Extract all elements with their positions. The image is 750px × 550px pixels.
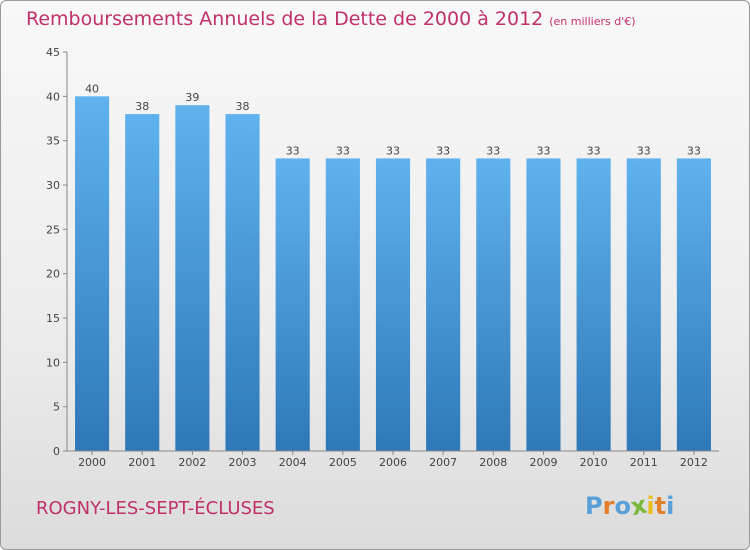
data-label-2006: 33: [386, 144, 400, 157]
y-tick-label: 45: [46, 46, 60, 59]
y-tick-label: 20: [46, 268, 60, 281]
bar-2008: [476, 158, 511, 451]
chart-subtitle: (en milliers d'€): [549, 15, 636, 28]
proxiti-logo: Proxiti: [585, 491, 675, 522]
bar-2003: [225, 114, 260, 452]
data-label-2007: 33: [436, 144, 450, 157]
data-label-2003: 38: [236, 100, 250, 113]
y-tick-label: 25: [46, 223, 60, 236]
bar-2005: [325, 158, 360, 451]
x-tick-label-2004: 2004: [279, 456, 307, 469]
logo-letter: r: [602, 492, 615, 520]
logo-letter: i: [646, 492, 655, 520]
bar-2010: [576, 158, 611, 451]
x-tick-label-2001: 2001: [128, 456, 156, 469]
y-tick-label: 0: [53, 445, 60, 458]
bar-2012: [676, 158, 711, 451]
data-label-2011: 33: [637, 144, 651, 157]
y-tick-label: 40: [46, 90, 60, 103]
y-tick-label: 5: [53, 401, 60, 414]
x-tick-label-2000: 2000: [78, 456, 106, 469]
bar-2002: [175, 105, 210, 451]
data-label-2009: 33: [536, 144, 550, 157]
x-tick-label-2006: 2006: [379, 456, 407, 469]
logo-letter: P: [585, 492, 603, 520]
bar-2009: [526, 158, 561, 451]
x-tick-label-2008: 2008: [479, 456, 507, 469]
logo-letter: t: [654, 492, 667, 520]
data-label-2005: 33: [336, 144, 350, 157]
x-tick-label-2002: 2002: [178, 456, 206, 469]
bar-2011: [626, 158, 661, 451]
data-label-2001: 38: [135, 100, 149, 113]
data-label-2000: 40: [85, 82, 99, 95]
bar-2006: [375, 158, 411, 451]
bar-2000: [75, 96, 110, 451]
data-label-2004: 33: [286, 144, 300, 157]
bar-2004: [275, 158, 310, 451]
data-label-2002: 39: [185, 91, 199, 104]
x-tick-label-2012: 2012: [680, 456, 708, 469]
y-tick-label: 30: [46, 179, 60, 192]
y-tick-label: 10: [46, 356, 60, 369]
bar-2001: [125, 114, 160, 452]
data-label-2010: 33: [587, 144, 601, 157]
logo-letter: o: [614, 492, 631, 520]
commune-name: ROGNY-LES-SEPT-ÉCLUSES: [36, 498, 275, 519]
y-tick-label: 15: [46, 312, 60, 325]
x-tick-label-2007: 2007: [429, 456, 457, 469]
x-tick-label-2009: 2009: [529, 456, 557, 469]
chart-title: Remboursements Annuels de la Dette de 20…: [26, 8, 636, 30]
bar-2007: [426, 158, 461, 451]
x-tick-label-2010: 2010: [580, 456, 608, 469]
data-label-2012: 33: [687, 144, 701, 157]
x-tick-label-2011: 2011: [630, 456, 658, 469]
logo-letter: i: [666, 492, 675, 520]
y-tick-label: 35: [46, 135, 60, 148]
x-tick-label-2005: 2005: [329, 456, 357, 469]
x-tick-label-2003: 2003: [229, 456, 257, 469]
data-label-2008: 33: [486, 144, 500, 157]
